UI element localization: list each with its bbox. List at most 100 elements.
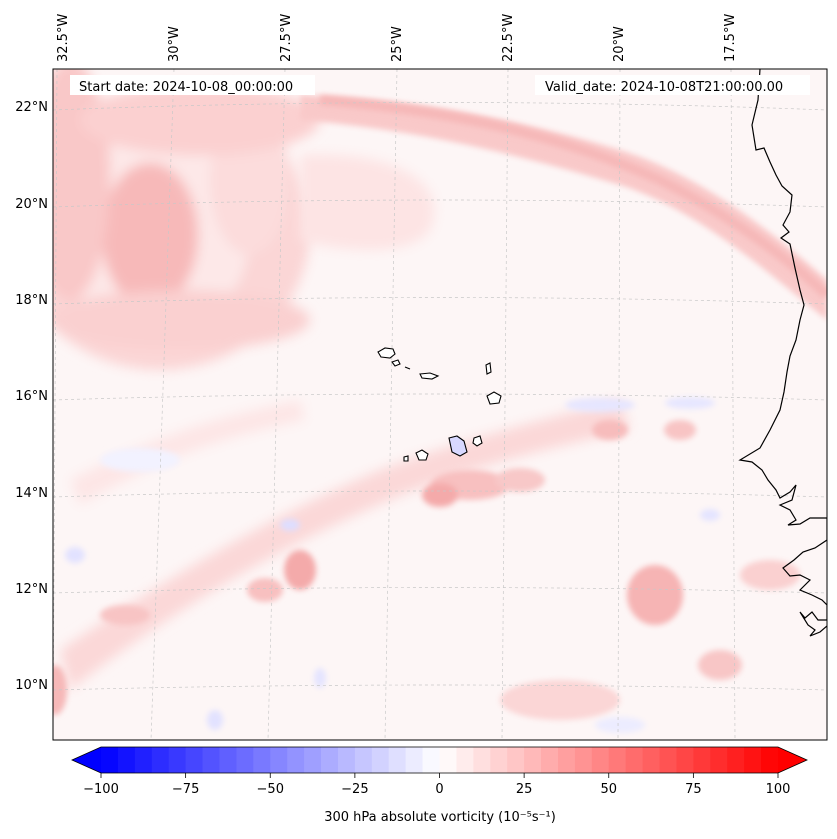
colorbar-segment — [422, 747, 441, 773]
neg-15n-20w — [565, 398, 635, 412]
lon-label-27-5w: 27.5°W — [279, 14, 294, 62]
feature-14n-22w — [495, 468, 545, 492]
graticule — [53, 69, 827, 740]
colorbar-segment — [710, 747, 728, 773]
colorbar-segment — [456, 747, 474, 773]
colorbar-segment — [659, 747, 678, 773]
feature-14n-24w — [422, 483, 458, 507]
latitude-labels: 22°N 20°N 18°N 16°N 14°N 12°N 10°N — [15, 100, 48, 693]
map-panel: Start date: 2024-10-08_00:00:00 Valid_da… — [52, 68, 828, 741]
colorbar-segment — [557, 747, 576, 773]
vortex-shading — [53, 69, 320, 370]
sw-band-upper — [70, 400, 305, 505]
colorbar-segment — [236, 747, 254, 773]
island-santo-antao — [377, 347, 396, 359]
colorbar-segment — [321, 747, 339, 773]
colorbar-tick-label: −100 — [83, 782, 119, 797]
island-santa-luzia — [404, 366, 411, 370]
vortex-core — [102, 163, 198, 307]
neg-10n-26w — [314, 668, 326, 688]
island-brava — [403, 455, 409, 462]
grid-lat-22n — [53, 102, 827, 111]
island-maio — [472, 435, 483, 447]
vorticity-field — [53, 69, 827, 740]
colorbar-segment — [270, 747, 288, 773]
colorbar-segment — [439, 747, 458, 773]
colorbar-segment — [761, 747, 779, 773]
colorbar-segment — [354, 747, 373, 773]
colorbar-segment — [253, 747, 271, 773]
valid-date-label: Valid_date: 2024-10-08T21:00:00.00 — [545, 80, 783, 95]
africa-coastline — [738, 69, 827, 637]
lon-label-20w: 20°W — [612, 26, 627, 62]
colorbar-segment — [625, 747, 644, 773]
colorbar-segment — [524, 747, 542, 773]
grid-lon-25w — [384, 69, 398, 740]
colorbar-tick-label: −50 — [257, 782, 284, 797]
longitude-labels: 32.5°W 30°W 27.5°W 25°W 22.5°W 20°W 17.5… — [56, 14, 738, 62]
southwest-band — [60, 400, 630, 690]
lat-label-22n: 22°N — [15, 100, 48, 115]
map-frame — [52, 68, 828, 741]
island-boa-vista — [486, 391, 502, 405]
lat-label-14n: 14°N — [15, 486, 48, 501]
lon-label-32-5w: 32.5°W — [56, 14, 71, 62]
lon-label-17-5w: 17.5°W — [723, 14, 738, 62]
lat-label-16n: 16°N — [15, 389, 48, 404]
vortex-south-arc — [53, 290, 310, 350]
island-sao-nicolau — [419, 372, 440, 380]
colorbar-title: 300 hPa absolute vorticity (10⁻⁵s⁻¹) — [324, 810, 556, 825]
colorbar-segment — [574, 747, 593, 773]
lat-label-10n: 10°N — [15, 678, 48, 693]
colorbar-tick-label: 75 — [685, 782, 702, 797]
neg-14n-31w — [100, 448, 180, 472]
colorbar-tick-label: −25 — [341, 782, 368, 797]
grid-lon-20w — [617, 69, 621, 740]
colorbar-segment — [608, 747, 627, 773]
island-santiago — [448, 435, 468, 457]
grid-lon-17-5w — [730, 69, 736, 740]
colorbar-segment — [185, 747, 204, 773]
jet-streak-core — [319, 95, 827, 299]
colorbar-segment — [151, 747, 170, 773]
colorbar-segments — [101, 747, 779, 773]
colorbar-segment — [134, 747, 153, 773]
neg-9n-29w — [207, 710, 223, 730]
grid-lon-30w — [150, 69, 175, 740]
island-sao-vicente — [391, 359, 401, 367]
grid-lon-32-5w — [53, 69, 58, 740]
colorbar-segment — [676, 747, 694, 773]
colorbar-low-extension — [72, 747, 101, 773]
neg-13n-18w — [700, 509, 720, 521]
colorbar-tick-label: 0 — [435, 782, 443, 797]
feature-15n-19w — [664, 420, 696, 440]
neg-13n-27w — [280, 519, 300, 531]
feature-11n-31w — [100, 605, 150, 625]
neg-12n-32w — [65, 547, 85, 563]
colorbar-tick-label: 100 — [766, 782, 791, 797]
colorbar-segment — [507, 747, 525, 773]
lat-label-18n: 18°N — [15, 293, 48, 308]
start-date-box — [70, 75, 315, 95]
feature-15n-20w — [592, 420, 628, 440]
colorbar-segment — [117, 747, 136, 773]
colorbar-segment — [591, 747, 610, 773]
colorbar-segment — [388, 747, 407, 773]
colorbar-segment — [490, 747, 508, 773]
grid-lat-12n — [53, 587, 827, 594]
feature-9n-21w — [500, 680, 620, 720]
valid-date-box — [535, 75, 810, 95]
grid-lon-22-5w — [501, 69, 509, 740]
colorbar-segment — [727, 747, 745, 773]
central-weak-lobe — [300, 154, 435, 250]
lon-label-30w: 30°W — [167, 26, 182, 62]
colorbar-tick-label: −75 — [172, 782, 199, 797]
grid-lat-20n — [53, 199, 827, 208]
lat-label-20n: 20°N — [15, 197, 48, 212]
grid-lat-10n — [53, 684, 827, 691]
start-date-label: Start date: 2024-10-08_00:00:00 — [79, 80, 293, 95]
colorbar-segment — [101, 747, 119, 773]
grid-lat-14n — [53, 490, 827, 498]
feature-12n-20w — [627, 565, 683, 625]
colorbar-segment — [219, 747, 237, 773]
